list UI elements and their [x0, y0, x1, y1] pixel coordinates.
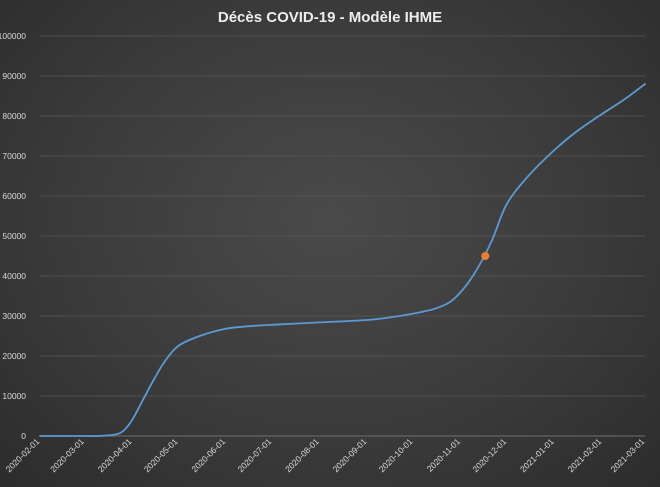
y-tick-label: 0 [21, 431, 26, 441]
x-tick-label: 2020-04-01 [96, 436, 134, 474]
y-tick-label: 90000 [2, 71, 26, 81]
x-tick-label: 2020-05-01 [142, 436, 180, 474]
x-tick-label: 2021-01-01 [518, 436, 556, 474]
y-tick-label: 30000 [2, 311, 26, 321]
x-tick-label: 2020-10-01 [377, 436, 415, 474]
x-tick-label: 2020-09-01 [331, 436, 369, 474]
x-tick-label: 2020-02-01 [4, 436, 42, 474]
y-tick-label: 40000 [2, 271, 26, 281]
chart-title: Décès COVID-19 - Modèle IHME [218, 9, 442, 26]
series-line [39, 83, 646, 437]
x-tick-label: 2020-07-01 [235, 436, 273, 474]
gridlines [40, 35, 645, 397]
y-tick-label: 80000 [2, 111, 26, 121]
y-tick-label: 20000 [2, 351, 26, 361]
x-axis: 2020-02-01 2020-03-01 2020-04-01 2020-05-01… [4, 435, 647, 474]
x-tick-label: 2020-06-01 [189, 436, 227, 474]
y-tick-label: 100000 [0, 31, 26, 41]
y-axis: 0 10000 20000 30000 40000 50000 60000 70000 8000… [0, 31, 26, 441]
x-tick-label: 2020-08-01 [283, 436, 321, 474]
highlight-point [481, 252, 490, 260]
y-tick-label: 70000 [2, 151, 26, 161]
x-tick-label: 2021-02-01 [566, 436, 604, 474]
x-tick-label: 2020-11-01 [425, 436, 463, 474]
x-tick-label: 2020-12-01 [470, 436, 508, 474]
y-tick-label: 50000 [2, 231, 26, 241]
x-tick-label: 2021-03-01 [609, 436, 647, 474]
x-tick-label: 2020-03-01 [48, 436, 86, 474]
series-layer [39, 83, 646, 437]
y-tick-label: 10000 [2, 391, 26, 401]
y-tick-label: 60000 [2, 191, 26, 201]
